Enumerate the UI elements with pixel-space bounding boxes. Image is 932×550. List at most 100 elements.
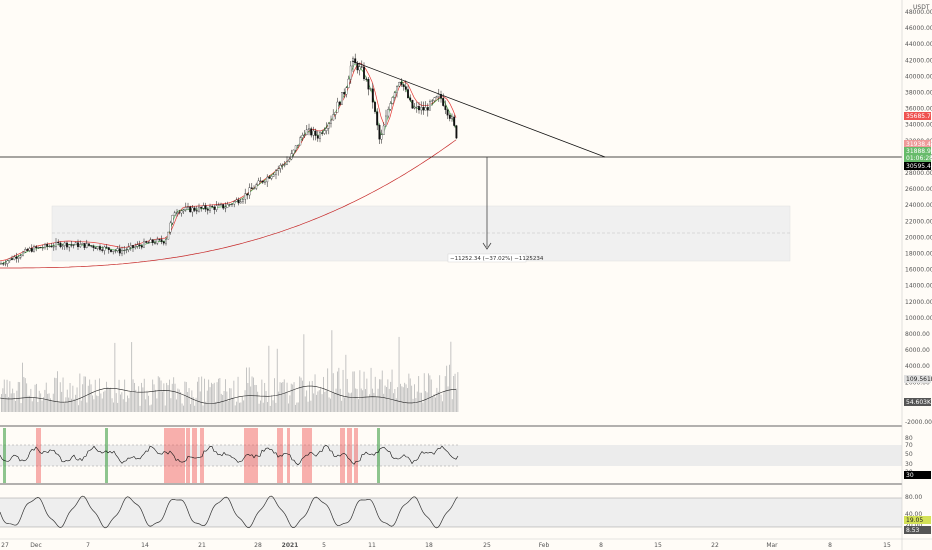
volume-bar — [83, 376, 85, 412]
rsi-axis[interactable]: 8070503020 — [905, 435, 913, 476]
volume-bar — [230, 388, 232, 412]
volume-bar — [141, 382, 142, 412]
stoch-band — [0, 498, 902, 527]
volume-bar — [345, 354, 347, 412]
price-tick-label: 46000.00 — [905, 25, 932, 32]
candle-body — [246, 193, 249, 196]
stoch-tag: 19.05 — [906, 517, 923, 524]
candle-body — [22, 251, 24, 256]
ma-mid-line — [0, 62, 457, 262]
rsi-line — [0, 445, 459, 466]
candle-body — [140, 245, 143, 248]
volume-bar — [456, 388, 457, 412]
price-tick-label: 40000.00 — [905, 73, 932, 80]
volume-bar — [115, 393, 117, 412]
ma-mid-path — [0, 62, 457, 262]
candle-body — [325, 128, 328, 131]
candle-body — [213, 206, 216, 210]
candle-body — [327, 123, 330, 129]
candle-body — [281, 164, 284, 166]
volume-bar — [380, 379, 382, 412]
volume-bar — [401, 386, 403, 412]
volume-bar — [145, 399, 147, 412]
volume-bar — [24, 378, 26, 412]
rsi-green-signal — [105, 428, 108, 483]
volume-bar — [194, 405, 196, 412]
price-tick-label: 38000.00 — [905, 90, 932, 97]
candle-body — [250, 187, 253, 189]
time-label: 22 — [711, 542, 719, 549]
candle-body — [336, 101, 339, 113]
rsi-red-signal — [186, 428, 190, 483]
price-tick-label: 34000.00 — [905, 122, 932, 129]
volume-bar — [293, 382, 295, 412]
volume-bar — [27, 395, 29, 412]
volume-bar — [444, 376, 446, 412]
candle-body — [222, 204, 225, 209]
volume-bar — [405, 384, 407, 412]
volume-bar — [106, 381, 107, 412]
volume-bar — [234, 405, 236, 412]
price-tag: 30595.46 — [906, 163, 932, 170]
candle-body — [74, 242, 77, 246]
price-tag-bg — [904, 154, 931, 162]
stoch-axis[interactable]: 80.00 40.00 20.00 — [905, 494, 922, 529]
volume-bar — [216, 382, 218, 412]
descending-trendline[interactable] — [351, 60, 606, 158]
candle-body — [266, 176, 269, 183]
volume-bar — [167, 385, 169, 412]
candle-body — [316, 135, 319, 139]
volume-bar — [292, 384, 294, 412]
candle-body — [292, 149, 295, 154]
volume-bar — [432, 397, 434, 412]
volume-bar — [360, 388, 362, 412]
candle-body — [85, 243, 88, 248]
volume-bar — [153, 384, 155, 412]
candle-body — [105, 246, 108, 248]
volume-bar — [251, 376, 253, 412]
volume-bar — [122, 399, 124, 412]
volume-bar — [41, 400, 43, 412]
volume-bar — [225, 379, 226, 412]
volume-bar — [359, 370, 361, 412]
time-label: 15 — [654, 542, 662, 549]
price-tick-label: 10000.00 — [905, 315, 932, 322]
candle-body — [402, 84, 405, 87]
price-axis[interactable]: 48000.00 46000.00 44000.00 42000.00 40000.00… — [905, 9, 932, 426]
volume-bar — [297, 402, 299, 412]
candle-body — [305, 129, 308, 135]
volume-bar — [220, 393, 222, 412]
price-tick-label: 20000.00 — [905, 234, 932, 241]
volume-bar — [197, 381, 198, 412]
volume-bar — [206, 390, 208, 412]
volume-bar — [325, 390, 327, 412]
time-label: 5 — [322, 542, 326, 549]
candle-body — [279, 165, 282, 169]
volume-bar — [218, 378, 219, 412]
volume-bar — [212, 384, 214, 412]
candle-body — [226, 204, 229, 208]
volume-bar — [205, 401, 207, 412]
candle-body — [136, 244, 139, 247]
price-tag: 35685.79 — [906, 113, 932, 120]
candle-body — [261, 180, 264, 183]
rsi-red-signal — [287, 428, 290, 483]
candle-body — [451, 116, 453, 119]
volume-bar — [307, 401, 309, 412]
price-tick-label: 42000.00 — [905, 57, 932, 64]
candle-body — [72, 244, 75, 246]
volume-bar — [38, 390, 40, 412]
volume-bar — [388, 388, 390, 412]
volume-bar — [45, 382, 47, 412]
candle-body — [363, 66, 365, 80]
volume-bar — [422, 402, 424, 412]
candle-body — [132, 245, 134, 248]
candle-body — [33, 246, 35, 252]
time-axis[interactable]: 27 Dec 7 14 21 28 2021 5 11 18 25 Feb 8 15 22 Mar 8 15 — [1, 542, 891, 549]
candle-body — [138, 244, 141, 246]
time-label: Mar — [766, 542, 778, 549]
candle-body — [41, 247, 44, 249]
volume-bar — [120, 394, 121, 412]
candle-body — [237, 199, 240, 204]
